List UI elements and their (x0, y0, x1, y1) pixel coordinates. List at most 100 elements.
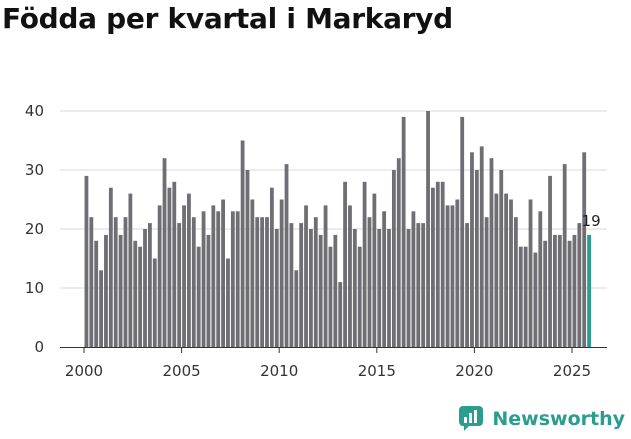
data-labels: 19 (582, 212, 601, 230)
bar (367, 217, 372, 347)
bar (265, 217, 269, 347)
bar (138, 246, 143, 347)
bar (567, 240, 572, 347)
bar (562, 164, 567, 347)
y-tick-label: 40 (25, 102, 44, 120)
bar (152, 258, 157, 347)
bar (318, 234, 323, 347)
chart-title: Födda per kvartal i Markaryd (2, 2, 453, 35)
bar (226, 258, 230, 347)
chart-logo-icon (459, 406, 484, 431)
brand-name: Newsworthy (492, 408, 625, 430)
bar (523, 246, 528, 347)
bar (509, 199, 513, 347)
bar (118, 234, 123, 347)
bar (323, 205, 328, 347)
bar (284, 164, 289, 347)
bar (230, 211, 235, 347)
bars (84, 111, 591, 348)
bar (128, 193, 133, 347)
bar (235, 211, 240, 347)
bar (382, 211, 387, 347)
bar (396, 158, 401, 347)
bar (182, 205, 186, 347)
bar (113, 217, 118, 347)
bar (416, 223, 421, 347)
bar (528, 199, 533, 347)
bar (147, 223, 152, 347)
bar (435, 181, 440, 347)
bar (377, 229, 382, 347)
bar (255, 217, 260, 347)
bar (504, 193, 509, 347)
bar (401, 116, 406, 348)
bar (333, 234, 338, 347)
bar (299, 223, 304, 347)
bar (479, 146, 484, 347)
bar (304, 205, 308, 347)
bar (196, 246, 201, 347)
bar (470, 152, 474, 347)
bar (406, 229, 411, 347)
bar (362, 181, 367, 347)
x-axis-ticks: 2000 2005 2010 2015 2020 2025 (65, 347, 591, 380)
bar (465, 223, 469, 347)
bar (279, 199, 284, 347)
bar (143, 229, 147, 347)
x-tick-label: 2005 (163, 362, 201, 380)
bar (460, 116, 465, 348)
bar (221, 199, 225, 347)
y-axis-ticks: 0 10 20 30 40 (25, 102, 44, 356)
bar (84, 175, 89, 347)
bar (177, 223, 182, 347)
bar (260, 217, 265, 347)
bar (133, 240, 138, 347)
bar (269, 187, 274, 347)
bar (94, 240, 99, 347)
bar (89, 217, 94, 347)
bar (372, 193, 377, 347)
bar (211, 205, 216, 347)
bar (201, 211, 206, 347)
bar (426, 111, 430, 347)
bar (187, 193, 191, 347)
bar (216, 211, 221, 347)
bar (557, 234, 562, 347)
bar (421, 223, 426, 347)
bar (191, 217, 196, 347)
bar (343, 181, 347, 347)
bar (309, 229, 313, 347)
x-tick-label: 2025 (553, 362, 591, 380)
bar (123, 217, 128, 347)
bar (206, 234, 211, 347)
bar (162, 158, 167, 347)
bar (587, 234, 591, 347)
bar (348, 205, 352, 347)
bar (352, 229, 357, 347)
bar (108, 187, 113, 347)
bar (245, 170, 250, 347)
bar (294, 270, 299, 347)
bar (167, 187, 172, 347)
bar (513, 217, 518, 347)
bar (328, 246, 333, 347)
bar (440, 181, 445, 347)
x-tick-label: 2000 (65, 362, 103, 380)
bar (157, 205, 162, 347)
bar (450, 205, 455, 347)
bar (494, 193, 499, 347)
bar (548, 175, 552, 347)
bar (572, 234, 577, 347)
bar (338, 282, 343, 347)
bar (489, 158, 494, 347)
bar (172, 181, 177, 347)
bar (484, 217, 489, 347)
bar (250, 199, 255, 347)
bar (445, 205, 450, 347)
y-tick-label: 30 (25, 161, 44, 179)
bar (357, 246, 362, 347)
y-tick-label: 10 (25, 279, 44, 297)
bar (518, 246, 523, 347)
bar (553, 234, 557, 347)
